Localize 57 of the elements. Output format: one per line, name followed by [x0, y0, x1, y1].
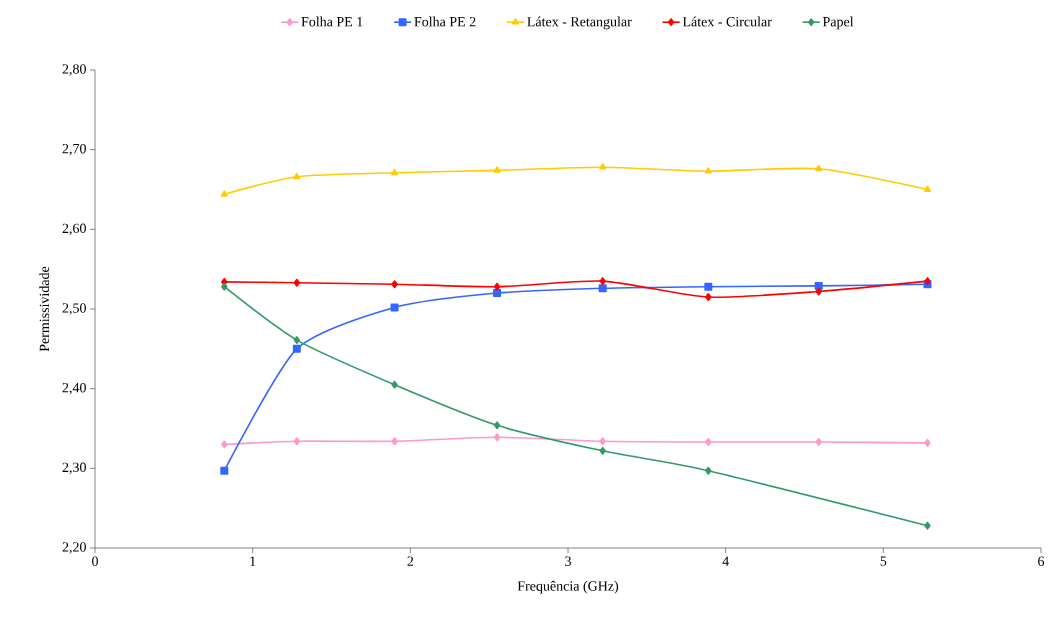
x-tick-label: 6 — [1038, 556, 1045, 566]
point — [220, 466, 229, 475]
x-tick-label: 3 — [565, 556, 571, 566]
point — [924, 438, 931, 447]
point — [493, 282, 501, 291]
x-tick-label: 5 — [880, 556, 887, 566]
point — [493, 166, 501, 173]
point — [705, 293, 712, 302]
point — [815, 287, 822, 296]
x-tick-label: 2 — [407, 556, 414, 566]
x-tick-label: 0 — [92, 556, 98, 566]
point — [293, 172, 301, 180]
point — [293, 437, 301, 446]
y-tick-label: 2,80 — [62, 64, 86, 76]
point — [391, 168, 399, 176]
point — [599, 277, 606, 286]
point — [293, 278, 301, 287]
y-tick-label: 2,70 — [62, 143, 86, 156]
point — [815, 438, 822, 447]
point — [493, 421, 501, 430]
point — [704, 282, 713, 291]
legend-label: Folha PE 2 — [414, 16, 476, 27]
point — [704, 167, 712, 174]
point — [493, 433, 501, 442]
point — [924, 521, 931, 530]
y-tick-label: 2,30 — [62, 462, 86, 475]
point — [705, 438, 712, 447]
legend-label: Látex - Retangular — [527, 16, 632, 30]
point — [391, 280, 398, 289]
point — [705, 466, 712, 475]
point — [391, 380, 398, 389]
y-tick-label: 2,60 — [62, 223, 86, 236]
y-tick-label: 2,40 — [62, 382, 86, 395]
y-tick-label: 2,20 — [62, 542, 86, 554]
point — [599, 437, 606, 446]
point — [292, 344, 301, 353]
point — [390, 303, 399, 312]
legend-label: Folha PE 1 — [301, 16, 363, 27]
point — [493, 289, 502, 298]
point — [221, 440, 228, 449]
point — [814, 281, 823, 290]
x-tick-label: 1 — [250, 556, 256, 566]
point — [220, 190, 228, 197]
point — [815, 164, 823, 172]
point — [923, 185, 932, 192]
point — [599, 163, 607, 170]
point — [598, 284, 607, 293]
point — [391, 437, 398, 446]
legend-label: Papel — [822, 16, 854, 30]
y-tick-label: 2,50 — [62, 303, 86, 315]
point — [599, 446, 606, 455]
y-axis-title: Permissividade — [39, 266, 50, 352]
x-axis-title: Frequência (GHz) — [517, 580, 619, 594]
point — [293, 336, 301, 345]
x-tick-label: 4 — [722, 556, 729, 566]
point — [221, 282, 228, 291]
legend-label: Látex - Circular — [682, 16, 772, 27]
